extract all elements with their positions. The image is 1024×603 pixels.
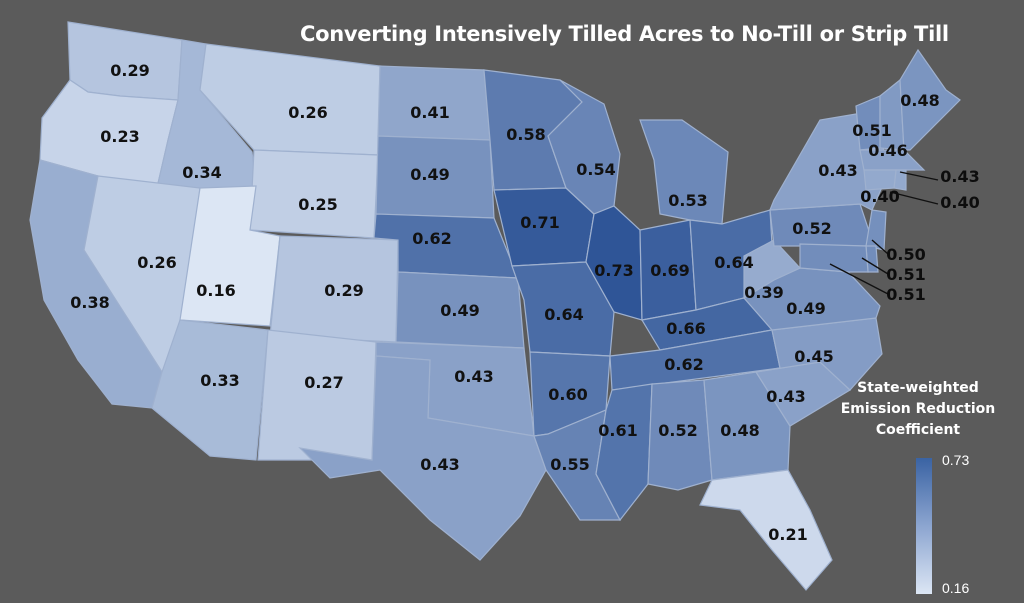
state-wv [743, 239, 802, 300]
state-label-nv: 0.26 [137, 253, 176, 272]
state-label-vt: 0.51 [852, 121, 891, 140]
legend-title-line-2: Emission Reduction [840, 401, 996, 417]
state-label-sd: 0.49 [410, 165, 449, 184]
state-label-ar: 0.60 [548, 385, 587, 404]
state-label-al: 0.52 [658, 421, 697, 440]
legend-color-bar [916, 458, 932, 594]
legend-title-line-3: Coefficient [875, 422, 961, 438]
state-label-mo: 0.64 [544, 305, 583, 324]
state-label-me: 0.48 [900, 91, 939, 110]
state-label-de: 0.51 [886, 265, 925, 284]
state-label-la: 0.55 [550, 455, 589, 474]
state-label-id: 0.34 [182, 163, 221, 182]
state-label-mi: 0.53 [668, 191, 707, 210]
state-label-pa: 0.52 [792, 219, 831, 238]
leader-line-de [861, 257, 889, 275]
state-label-fl: 0.21 [768, 525, 807, 544]
state-label-nc: 0.45 [794, 347, 833, 366]
state-label-wy: 0.25 [298, 195, 337, 214]
state-label-oh: 0.64 [714, 253, 753, 272]
state-label-ut: 0.16 [196, 281, 235, 300]
state-label-mt: 0.26 [288, 103, 327, 122]
state-label-ok: 0.43 [454, 367, 493, 386]
state-label-ri: 0.40 [860, 187, 899, 206]
state-label-wa: 0.29 [110, 61, 149, 80]
legend-title-line-1: State-weighted [857, 380, 979, 396]
state-tx [298, 355, 547, 561]
state-label-nm: 0.27 [304, 373, 343, 392]
state-label-wi: 0.54 [576, 160, 615, 179]
legend-title: State-weighted Emission Reduction Coeffi… [838, 378, 998, 441]
state-nm [257, 329, 377, 461]
state-al [647, 379, 713, 491]
legend-max-label: 0.73 [942, 452, 970, 468]
state-label-sc: 0.43 [766, 387, 805, 406]
state-label-ma: 0.43 [940, 167, 979, 186]
state-label-mn: 0.58 [506, 125, 545, 144]
state-label-ky: 0.66 [666, 319, 705, 338]
state-label-az: 0.33 [200, 371, 239, 390]
state-wy [249, 149, 379, 239]
state-label-wv: 0.39 [744, 283, 783, 302]
state-nc [755, 317, 883, 391]
state-label-ia: 0.71 [520, 213, 559, 232]
state-label-nj: 0.50 [886, 245, 925, 264]
state-labels: 0.29 0.23 0.38 0.34 0.26 0.26 0.25 0.16 0.29 0.33… [70, 61, 979, 544]
state-label-ct: 0.40 [940, 193, 979, 212]
leader-lines [829, 171, 939, 295]
state-label-tx: 0.43 [420, 455, 459, 474]
state-label-il: 0.73 [594, 261, 633, 280]
state-label-ks: 0.49 [440, 301, 479, 320]
leader-line-ma [899, 171, 939, 181]
leader-line-md [829, 263, 889, 295]
state-label-nh: 0.46 [868, 141, 907, 160]
state-label-in: 0.69 [650, 261, 689, 280]
state-ny [769, 109, 887, 211]
state-fl [699, 469, 833, 591]
state-label-ca: 0.38 [70, 293, 109, 312]
state-md [799, 243, 869, 273]
state-label-md: 0.51 [886, 285, 925, 304]
legend-min-label: 0.16 [942, 580, 970, 596]
state-ma [859, 149, 926, 171]
states-layer [29, 21, 961, 591]
state-label-or: 0.23 [100, 127, 139, 146]
state-ct [863, 169, 897, 191]
state-label-co: 0.29 [324, 281, 363, 300]
state-label-va: 0.49 [786, 299, 825, 318]
state-label-ne: 0.62 [412, 229, 451, 248]
state-label-ms: 0.61 [598, 421, 637, 440]
state-label-ga: 0.48 [720, 421, 759, 440]
state-label-tn: 0.62 [664, 355, 703, 374]
map-title: Converting Intensively Tilled Acres to N… [300, 22, 949, 46]
state-label-ny: 0.43 [818, 161, 857, 180]
leader-line-ct [889, 191, 939, 205]
state-label-nd: 0.41 [410, 103, 449, 122]
state-ga [703, 371, 791, 481]
leader-line-nj [871, 239, 889, 255]
